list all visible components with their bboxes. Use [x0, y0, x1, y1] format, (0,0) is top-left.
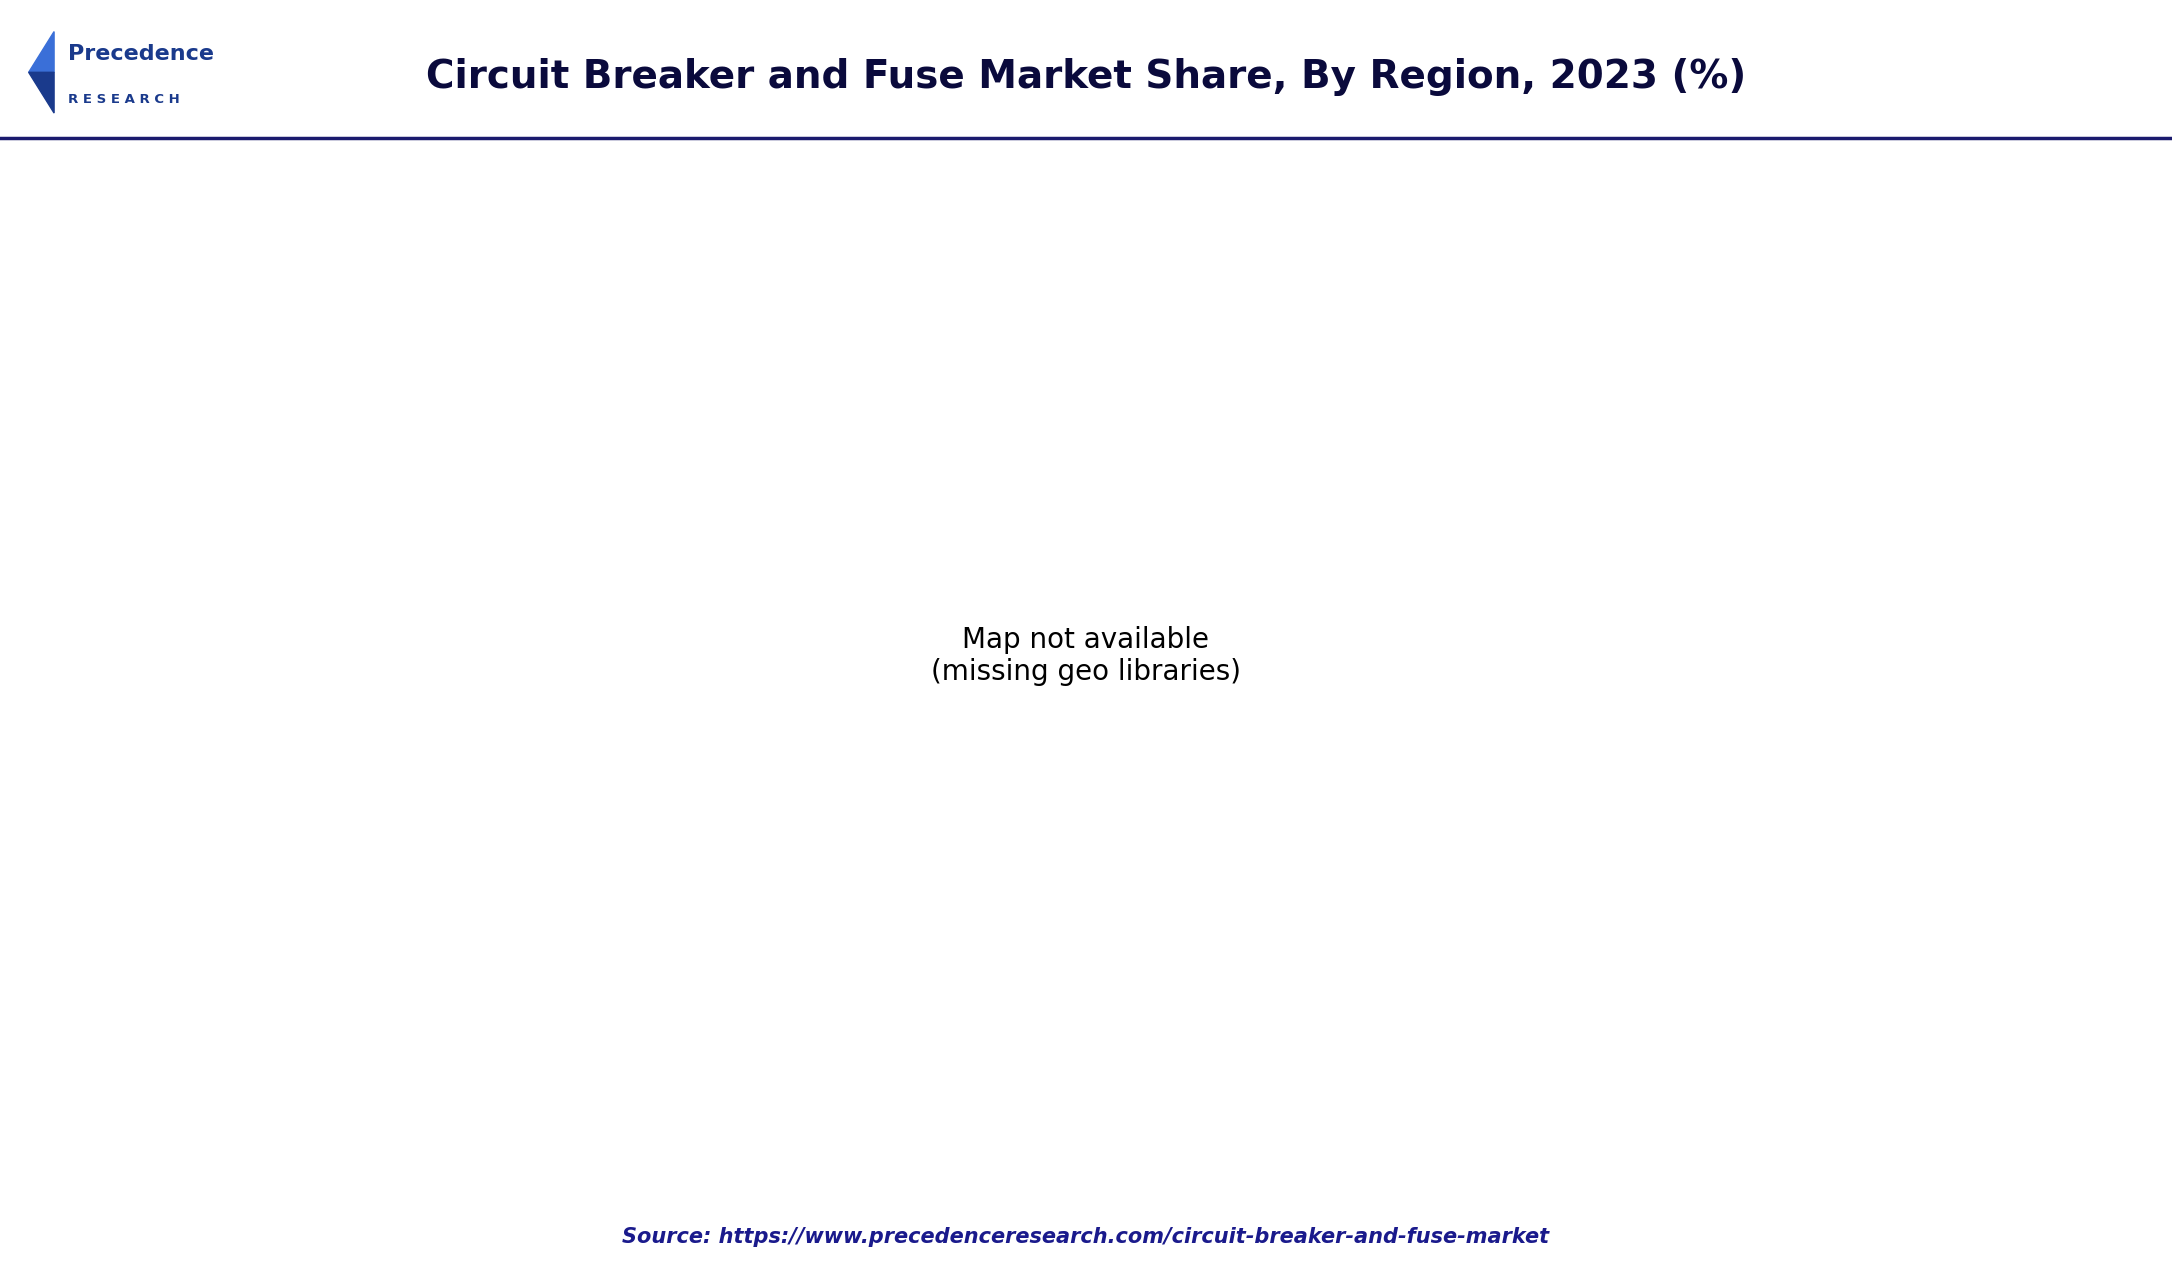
Text: Precedence: Precedence	[67, 44, 215, 64]
Text: Map not available
(missing geo libraries): Map not available (missing geo libraries…	[932, 626, 1240, 685]
Text: Source: https://www.precedenceresearch.com/circuit-breaker-and-fuse-market: Source: https://www.precedenceresearch.c…	[623, 1227, 1549, 1247]
Polygon shape	[28, 32, 54, 72]
Polygon shape	[28, 72, 54, 113]
Text: Circuit Breaker and Fuse Market Share, By Region, 2023 (%): Circuit Breaker and Fuse Market Share, B…	[426, 58, 1746, 96]
Text: R E S E A R C H: R E S E A R C H	[67, 93, 180, 105]
